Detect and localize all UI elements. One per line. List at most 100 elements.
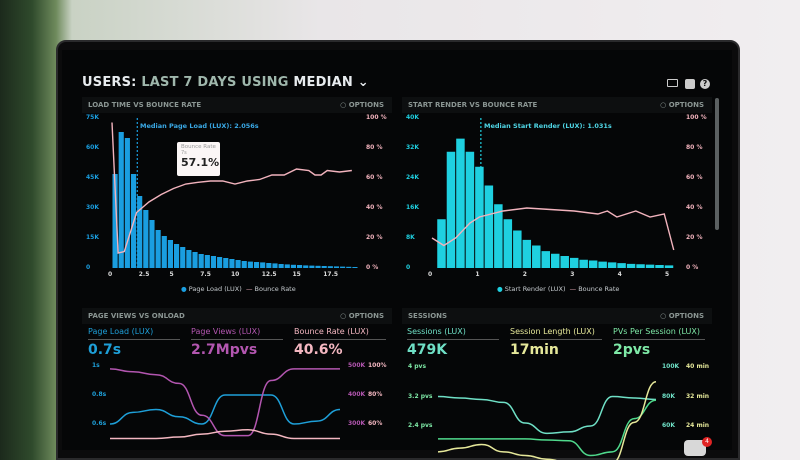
bar[interactable] <box>532 245 541 269</box>
series-line[interactable] <box>109 394 341 425</box>
bar[interactable] <box>204 255 210 268</box>
bar[interactable] <box>247 261 253 268</box>
bar[interactable] <box>617 263 626 268</box>
y-tick-right: 20 % <box>686 234 703 241</box>
bar[interactable] <box>241 261 247 268</box>
bar[interactable] <box>167 240 173 268</box>
bar[interactable] <box>626 263 636 268</box>
bar[interactable] <box>309 265 315 268</box>
bar[interactable] <box>551 253 560 268</box>
help-icon[interactable]: ? <box>700 79 710 89</box>
bar[interactable] <box>143 210 149 268</box>
range-dropdown[interactable]: LAST 7 DAYS <box>141 75 237 90</box>
bar[interactable] <box>321 266 327 268</box>
y-tick-left: 0.6s <box>92 420 107 427</box>
bar[interactable] <box>290 264 296 268</box>
bar[interactable] <box>149 220 155 268</box>
x-tick: 1 <box>475 271 480 278</box>
scrollbar[interactable] <box>715 98 719 230</box>
bar[interactable] <box>346 266 352 268</box>
bounce-rate-line[interactable] <box>111 122 352 254</box>
series-line[interactable] <box>438 399 657 457</box>
bar[interactable] <box>560 256 569 268</box>
bar[interactable] <box>484 185 494 269</box>
bar[interactable] <box>180 247 186 268</box>
bar[interactable] <box>223 258 229 268</box>
bar[interactable] <box>124 138 130 268</box>
bar[interactable] <box>253 262 260 268</box>
users-label: USERS: <box>82 75 137 90</box>
bar[interactable] <box>327 266 333 268</box>
bar[interactable] <box>607 262 617 268</box>
bar[interactable] <box>588 260 598 269</box>
bar[interactable] <box>161 236 167 268</box>
bar[interactable] <box>217 257 223 268</box>
legend-item[interactable]: Start Render (LUX) <box>504 285 566 293</box>
bar[interactable] <box>137 196 143 268</box>
bar[interactable] <box>210 256 217 268</box>
options-button[interactable]: ○ OPTIONS <box>660 312 704 320</box>
options-button[interactable]: ○ OPTIONS <box>340 101 384 109</box>
options-button[interactable]: ○ OPTIONS <box>340 312 384 320</box>
chevron-down-icon[interactable]: ⌄ <box>357 75 369 90</box>
y-tick-right: 100K <box>662 363 680 370</box>
bar[interactable] <box>284 264 290 268</box>
bar[interactable] <box>260 262 266 268</box>
options-button[interactable]: ○ OPTIONS <box>660 101 704 109</box>
bar[interactable] <box>579 259 588 268</box>
bar[interactable] <box>235 260 241 268</box>
bar[interactable] <box>569 257 579 268</box>
y-tick-right: 40 min <box>686 363 710 370</box>
bar[interactable] <box>446 151 456 268</box>
bar[interactable] <box>297 265 303 268</box>
series-line[interactable] <box>437 381 657 460</box>
bar[interactable] <box>503 219 513 268</box>
legend-item[interactable]: Bounce Rate <box>254 285 296 293</box>
series-line[interactable] <box>109 429 340 440</box>
bar[interactable] <box>266 263 272 268</box>
bar[interactable] <box>229 259 235 268</box>
bar[interactable] <box>465 151 475 268</box>
y-tick-left: 60K <box>86 144 99 151</box>
bar[interactable] <box>522 239 532 268</box>
bar[interactable] <box>655 265 664 268</box>
y-tick-right: 0 % <box>686 264 699 271</box>
external-link-icon[interactable] <box>685 79 695 89</box>
series-line[interactable] <box>437 395 657 435</box>
bar[interactable] <box>198 254 204 268</box>
bar[interactable] <box>340 266 346 268</box>
legend-item[interactable]: Bounce Rate <box>578 285 620 293</box>
bar[interactable] <box>541 251 550 268</box>
y-tick-right: 500K <box>348 362 366 369</box>
report-filter-heading[interactable]: USERS: LAST 7 DAYS USING MEDIAN ⌄ <box>82 75 369 90</box>
bar[interactable] <box>112 174 118 268</box>
x-tick: 17.5 <box>323 271 339 278</box>
bar[interactable] <box>272 263 278 268</box>
bar[interactable] <box>352 267 358 268</box>
bar[interactable] <box>192 252 198 268</box>
bar[interactable] <box>155 230 161 268</box>
bar[interactable] <box>333 266 340 268</box>
bar[interactable] <box>636 264 645 268</box>
bar[interactable] <box>278 264 284 268</box>
panel-header-page-views: PAGE VIEWS VS ONLOAD ○ OPTIONS <box>82 308 392 324</box>
bar[interactable] <box>494 204 503 268</box>
bar[interactable] <box>456 138 465 268</box>
bar[interactable] <box>186 250 192 268</box>
bar[interactable] <box>118 132 124 268</box>
bar[interactable] <box>664 265 674 268</box>
bar[interactable] <box>513 230 522 269</box>
series-line[interactable] <box>109 368 340 437</box>
legend-item[interactable]: Page Load (LUX) <box>188 285 242 293</box>
y-tick-right: 60% <box>368 420 383 427</box>
metric-value: 2.7Mpvs <box>191 342 258 358</box>
bounce-rate-line[interactable] <box>431 207 675 251</box>
bar[interactable] <box>598 261 607 268</box>
bar[interactable] <box>645 264 655 268</box>
charts-canvas <box>109 118 675 460</box>
monitor-icon[interactable] <box>667 79 678 87</box>
bar[interactable] <box>174 244 180 268</box>
stat-dropdown[interactable]: MEDIAN <box>293 75 353 90</box>
bar[interactable] <box>303 265 309 268</box>
bar[interactable] <box>315 265 321 268</box>
